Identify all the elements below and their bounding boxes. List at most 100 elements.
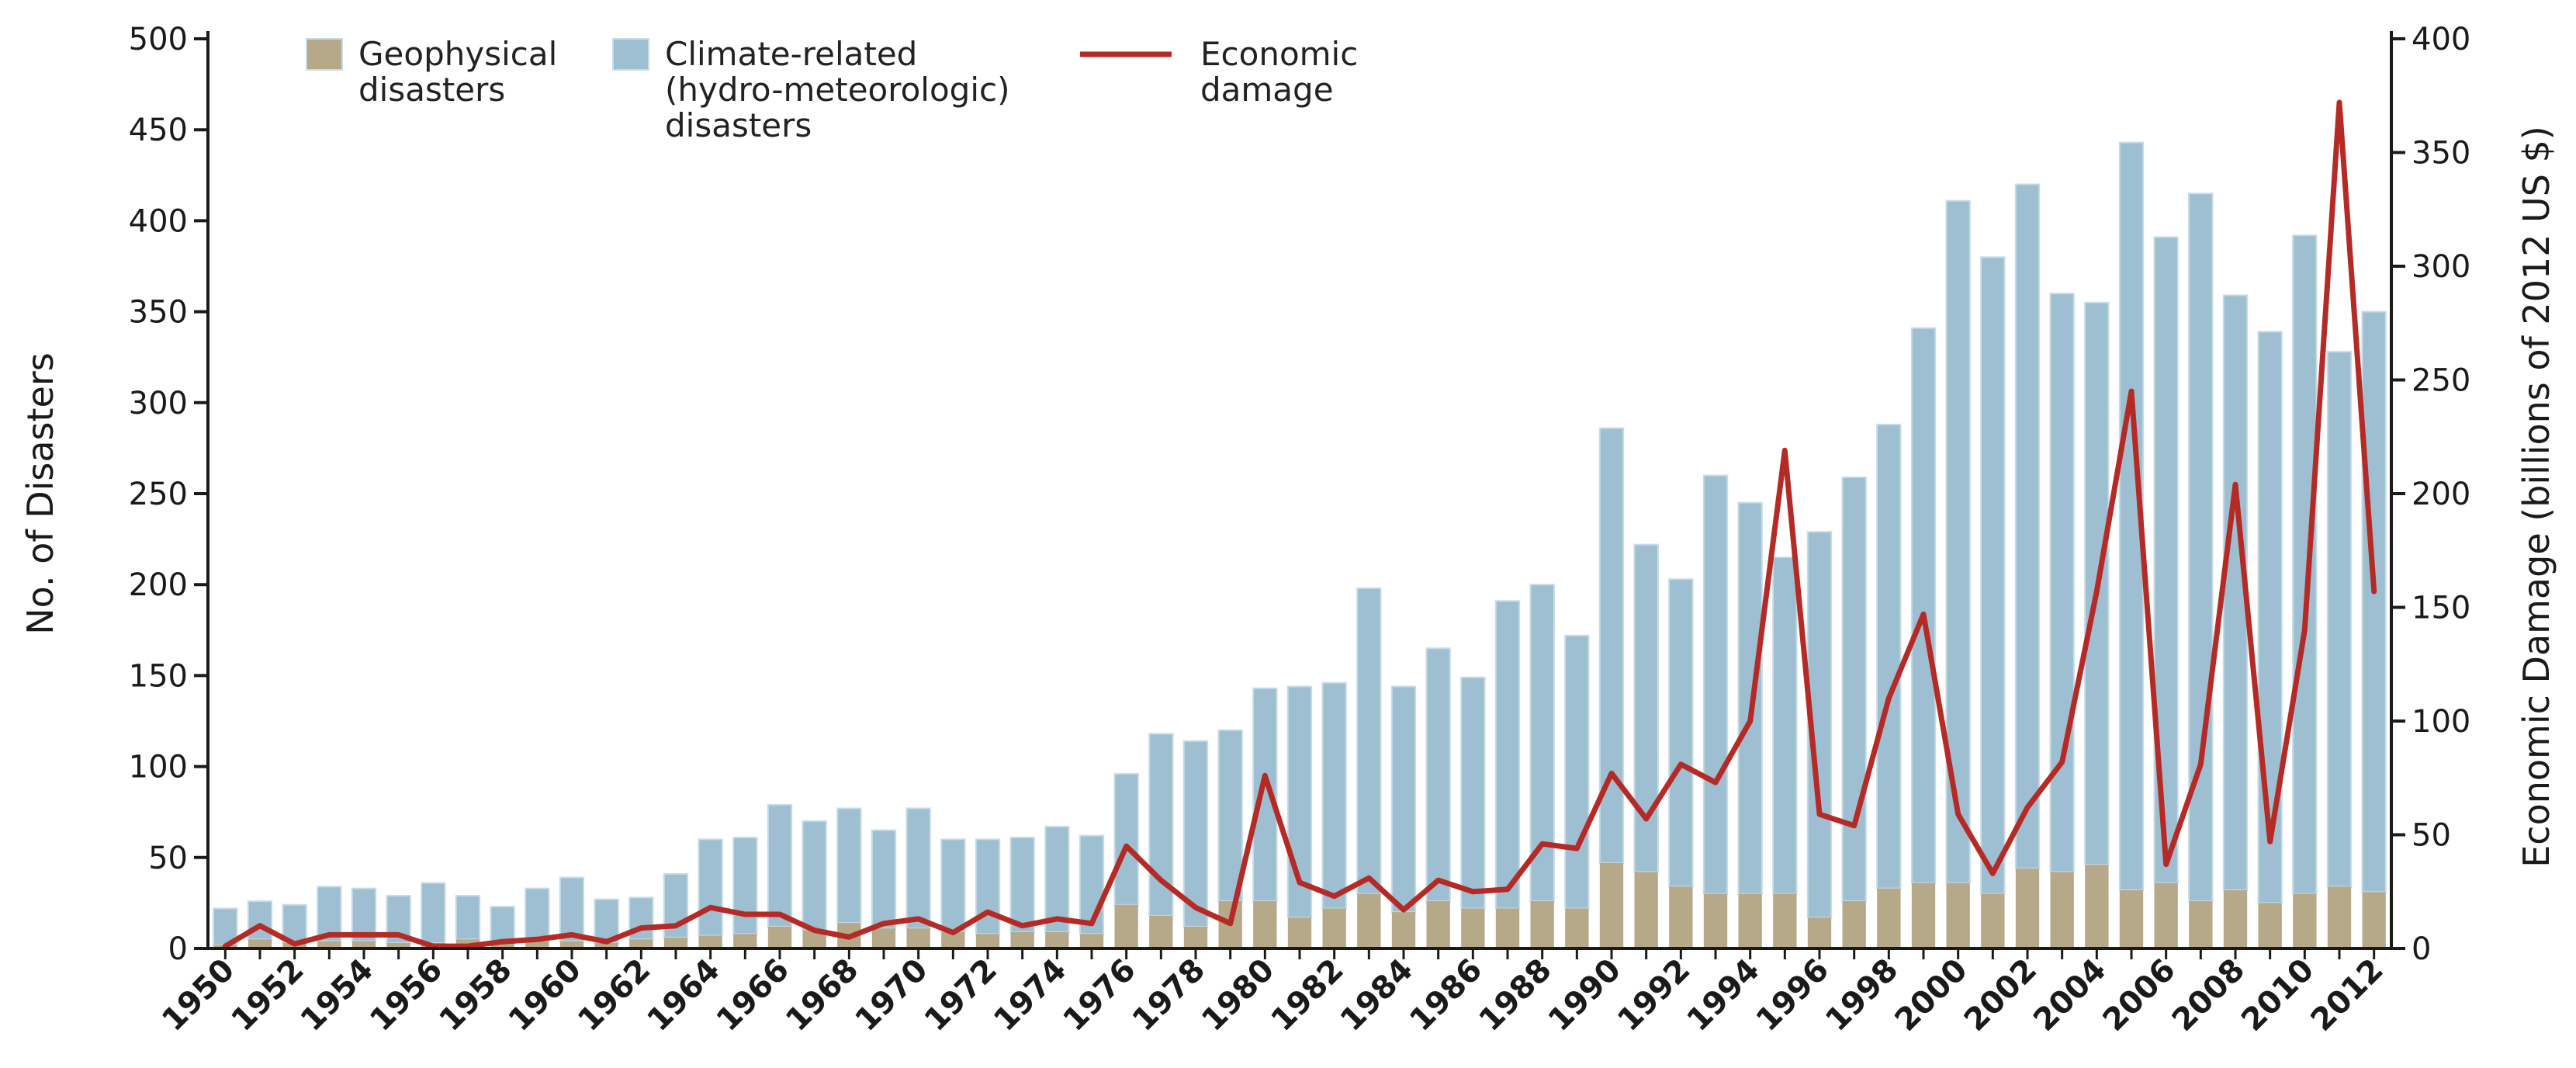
bar-geophysical-2006: [2154, 882, 2178, 948]
legend-label-0-line-0: Geophysical: [358, 35, 557, 73]
x-tick-label-1952: 1952: [224, 952, 310, 1039]
legend-label-1-line-1: (hydro-meteorologic): [665, 71, 1009, 109]
bar-geophysical-2004: [2085, 865, 2109, 948]
bar-geophysical-1985: [1426, 901, 1450, 948]
x-tick-label-1984: 1984: [1334, 952, 1420, 1039]
legend-label-1-line-2: disasters: [665, 106, 812, 144]
x-tick-label-2012: 2012: [2304, 952, 2390, 1039]
bar-climate-1995: [1772, 557, 1798, 895]
bar-climate-2000: [1945, 199, 1971, 884]
damage-point-1960: [571, 934, 573, 935]
damage-point-1955: [398, 934, 400, 935]
x-tick-label-1966: 1966: [710, 952, 796, 1039]
bar-geophysical-1961: [594, 942, 618, 948]
damage-point-2011: [2339, 102, 2340, 103]
damage-point-1996: [1819, 813, 1820, 815]
left-tick-label-0: 0: [168, 931, 188, 967]
bar-geophysical-1962: [629, 939, 653, 948]
bar-geophysical-2010: [2293, 893, 2317, 948]
bar-climate-1970: [905, 807, 931, 930]
bar-geophysical-1964: [698, 935, 722, 948]
bar-climate-1959: [525, 887, 550, 942]
bar-climate-1956: [421, 882, 446, 944]
bar-geophysical-1983: [1357, 893, 1381, 948]
bar-geophysical-1982: [1322, 908, 1346, 948]
bar-geophysical-2003: [2050, 872, 2074, 948]
left-tick-label-450: 450: [129, 113, 188, 148]
right-tick-label-300: 300: [2412, 249, 2470, 285]
bar-geophysical-1990: [1599, 862, 1624, 948]
x-tick-label-1986: 1986: [1403, 952, 1489, 1039]
x-tick-label-1976: 1976: [1056, 952, 1142, 1039]
bar-geophysical-1969: [871, 928, 896, 948]
legend-swatch-0: [306, 38, 343, 71]
bar-geophysical-1973: [1010, 931, 1034, 948]
bar-geophysical-1967: [802, 930, 826, 948]
bar-geophysical-2002: [2015, 868, 2040, 948]
bar-geophysical-1999: [1911, 882, 1936, 948]
bar-geophysical-1960: [559, 941, 584, 948]
bar-climate-1997: [1841, 476, 1867, 903]
damage-point-1999: [1923, 613, 1924, 615]
bar-climate-1976: [1113, 772, 1139, 906]
damage-point-1973: [1022, 925, 1023, 927]
x-tick-label-1990: 1990: [1542, 952, 1628, 1039]
bar-geophysical-1976: [1114, 904, 1138, 948]
right-tick-label-400: 400: [2412, 22, 2470, 57]
right-tick-label-150: 150: [2412, 591, 2470, 626]
x-tick-label-1958: 1958: [432, 952, 518, 1039]
bar-geophysical-2008: [2223, 889, 2248, 948]
right-tick-label-250: 250: [2412, 363, 2470, 399]
x-tick-label-2002: 2002: [1958, 952, 2044, 1039]
x-tick-label-1968: 1968: [779, 952, 865, 1039]
bar-geophysical-1971: [941, 931, 965, 948]
bar-climate-1993: [1702, 474, 1729, 895]
damage-point-1972: [987, 911, 989, 913]
bar-geophysical-1963: [663, 937, 688, 948]
x-tick-label-1956: 1956: [363, 952, 449, 1039]
x-tick-label-1954: 1954: [294, 952, 380, 1039]
damage-point-2002: [2027, 806, 2028, 808]
damage-point-1958: [502, 941, 504, 942]
bar-climate-1994: [1737, 501, 1763, 895]
left-tick-label-100: 100: [129, 750, 188, 785]
right-axis-title: Economic Damage (billions of 2012 US $): [2515, 126, 2557, 868]
bar-climate-1969: [871, 829, 897, 930]
x-tick-label-2004: 2004: [2027, 952, 2113, 1039]
bar-climate-1982: [1321, 681, 1347, 910]
bar-geophysical-1958: [490, 941, 514, 948]
damage-point-1956: [432, 945, 434, 947]
legend-label-1-line-0: Climate-related: [665, 35, 917, 73]
x-tick-label-1960: 1960: [502, 952, 588, 1039]
bar-geophysical-1994: [1738, 893, 1762, 948]
bar-geophysical-1953: [317, 941, 341, 948]
bar-geophysical-1966: [767, 926, 792, 948]
legend-label-0-line-1: disasters: [358, 71, 505, 109]
bar-climate-2003: [2049, 293, 2075, 873]
bar-geophysical-1993: [1703, 893, 1728, 948]
damage-point-1976: [1126, 845, 1127, 847]
bar-climate-1966: [767, 803, 793, 928]
x-tick-label-1988: 1988: [1472, 952, 1558, 1039]
x-tick-label-1998: 1998: [1819, 952, 1905, 1039]
bar-geophysical-1978: [1183, 926, 1208, 948]
damage-point-2007: [2200, 764, 2201, 765]
x-tick-label-2008: 2008: [2166, 952, 2252, 1039]
right-tick-label-50: 50: [2412, 818, 2451, 854]
bar-geophysical-1981: [1287, 917, 1312, 948]
bar-climate-1962: [628, 896, 654, 941]
bar-climate-1998: [1876, 423, 1902, 889]
damage-point-2005: [2131, 390, 2132, 392]
right-tick-label-350: 350: [2412, 136, 2470, 172]
bar-geophysical-2000: [1946, 882, 1970, 948]
damage-point-1977: [1160, 879, 1162, 881]
bar-climate-1992: [1668, 578, 1694, 888]
bar-climate-1989: [1564, 634, 1590, 910]
bar-geophysical-2009: [2258, 903, 2282, 948]
bar-climate-1991: [1633, 543, 1659, 873]
bar-geophysical-1986: [1461, 908, 1485, 948]
bar-geophysical-1991: [1634, 872, 1658, 948]
bar-climate-2001: [1980, 256, 2006, 895]
x-tick-label-1992: 1992: [1611, 952, 1697, 1039]
x-tick-label-1978: 1978: [1126, 952, 1212, 1039]
